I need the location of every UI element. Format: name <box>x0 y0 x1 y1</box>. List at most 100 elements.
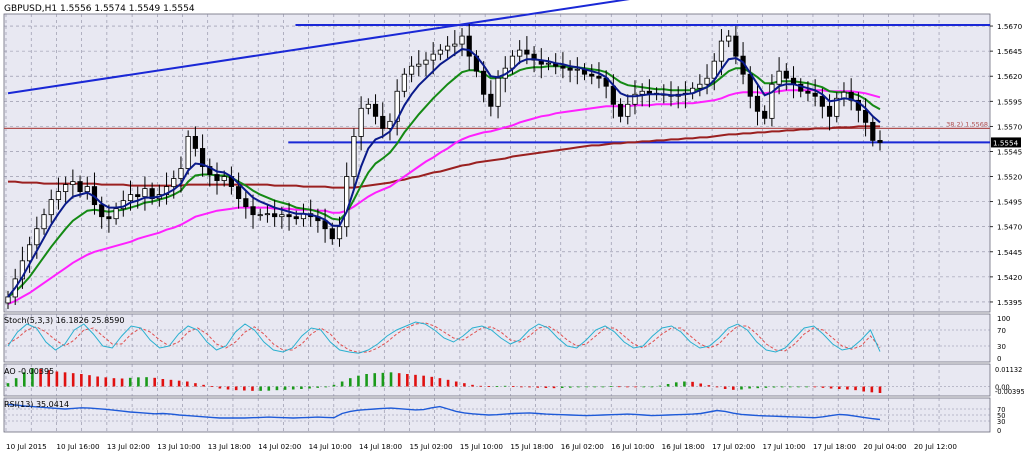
x-tick-label: 17 Jul 18:00 <box>813 442 857 451</box>
ao-bar <box>674 382 678 387</box>
ao-bar <box>194 383 197 387</box>
candle-body <box>488 93 494 107</box>
candle-body <box>776 70 782 85</box>
rsi-y-label: 0 <box>997 427 1001 435</box>
candle-body <box>459 35 465 45</box>
candle-body <box>286 214 292 218</box>
ao-bar <box>723 386 727 389</box>
candle-body <box>243 198 249 208</box>
ao-bar <box>569 386 572 388</box>
fib-level-label: 38.2) 1.5568 <box>946 120 988 128</box>
ao-bar <box>300 386 303 389</box>
candle-body <box>805 90 811 94</box>
x-tick-label: 13 Jul 18:00 <box>208 442 252 451</box>
rsi-y-label: 30 <box>997 418 1005 426</box>
ao-bar <box>593 386 597 388</box>
ao-bar <box>80 374 83 387</box>
ao-bar <box>560 386 564 388</box>
ao-bar <box>177 380 181 387</box>
candle-body <box>387 120 393 129</box>
candle-body <box>524 49 530 55</box>
x-tick-label: 14 Jul 18:00 <box>359 442 403 451</box>
ao-bar <box>642 386 645 388</box>
candle-body <box>113 208 119 220</box>
ao-bar <box>463 383 466 387</box>
ao-bar <box>780 386 784 388</box>
ao-bar <box>862 386 866 392</box>
symbol-header: GBPUSD,H1 1.5556 1.5574 1.5549 1.5554 <box>4 4 195 14</box>
candle-body <box>783 70 789 79</box>
main-pane-background <box>3 13 991 313</box>
y-tick-label: 1.5395 <box>997 298 1022 307</box>
ao-y-label: 0.01132 <box>995 366 1022 374</box>
candle-body <box>617 103 624 117</box>
ao-bar <box>715 386 719 388</box>
ao-bar <box>112 378 116 387</box>
ao-bar <box>854 386 857 391</box>
candle-body <box>48 199 54 216</box>
candle-body <box>423 59 429 65</box>
candle-body <box>250 206 256 216</box>
candle-body <box>870 121 876 141</box>
ao-bar <box>226 386 230 390</box>
ao-bar <box>22 372 26 387</box>
candle-body <box>733 35 739 57</box>
ao-bar <box>243 386 246 391</box>
ao-bar <box>544 386 548 388</box>
candle-body <box>416 63 422 67</box>
ao-bar <box>373 373 377 387</box>
ao-bar <box>666 384 670 387</box>
ao-bar <box>699 383 703 387</box>
candle-body <box>747 73 753 97</box>
stoch-y-label: 30 <box>997 343 1006 351</box>
ao-bar <box>39 369 42 387</box>
ao-bar <box>291 386 295 390</box>
candle-body <box>401 73 407 92</box>
x-tick-label: 17 Jul 02:00 <box>712 442 756 451</box>
ao-y-label: 0.00 <box>995 384 1010 392</box>
candle-body <box>380 115 386 129</box>
candle-body <box>625 103 631 117</box>
stoch-main-line <box>7 321 881 354</box>
stoch-pane-background <box>3 313 991 363</box>
x-tick-label: 13 Jul 02:00 <box>107 442 151 451</box>
candle-body <box>819 95 825 107</box>
x-tick-label: 16 Jul 18:00 <box>662 442 706 451</box>
ao-bar <box>878 386 882 393</box>
candle-body <box>142 188 148 198</box>
y-tick-label: 1.5570 <box>997 122 1023 131</box>
ao-bar <box>169 379 173 387</box>
candle-body <box>351 136 357 177</box>
chart-marks <box>4 0 990 421</box>
candle-body <box>639 90 645 95</box>
ao-bar <box>210 386 214 387</box>
candle-body <box>517 49 523 57</box>
candle-body <box>437 49 443 55</box>
ao-bar <box>430 376 434 387</box>
x-tick-label: 15 Jul 02:00 <box>409 442 453 451</box>
candle-body <box>34 228 40 246</box>
candle-body <box>279 214 285 218</box>
ao-bar <box>577 386 580 388</box>
stoch-y-label: 70 <box>997 327 1006 335</box>
ao-bar <box>414 374 417 387</box>
ao-bar <box>202 384 205 387</box>
candle-body <box>372 103 379 117</box>
candle-body <box>106 216 112 220</box>
candle-body <box>430 53 436 61</box>
y-tick-label: 1.5495 <box>997 198 1022 207</box>
candle-body <box>214 174 220 181</box>
ao-bar <box>63 372 67 387</box>
ao-bar <box>454 381 458 387</box>
ao-bar <box>120 378 124 387</box>
ao-bar <box>536 386 540 388</box>
grid-lines <box>4 14 990 432</box>
ao-bar <box>520 386 523 388</box>
candle-body <box>149 188 155 200</box>
stoch-title: Stoch(5,3,3) 16.1826 25.8590 <box>4 316 124 325</box>
candle-body <box>27 244 33 262</box>
ao-bar <box>381 372 385 387</box>
ao-bar <box>446 379 450 387</box>
ao-bar <box>601 386 605 388</box>
